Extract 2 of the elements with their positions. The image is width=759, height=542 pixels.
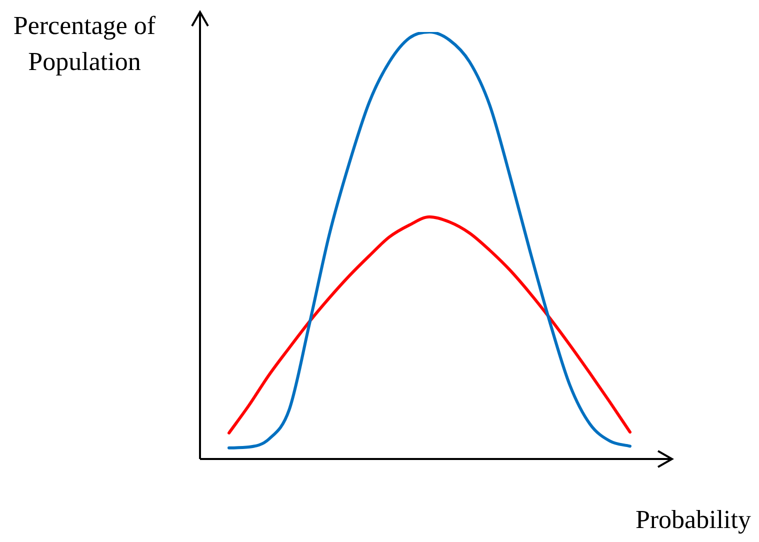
y-axis-title: Percentage of Population (12, 10, 157, 78)
x-axis-title: Probability (635, 504, 751, 536)
